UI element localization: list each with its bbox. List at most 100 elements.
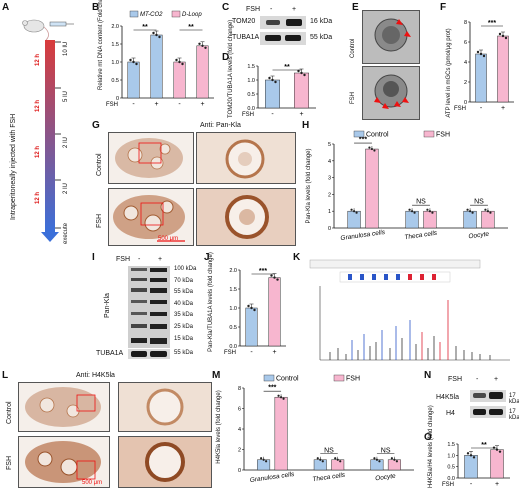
data-point (339, 460, 342, 463)
panel-letter-b: B (92, 2, 100, 13)
category-label: Theca cells (404, 230, 438, 242)
y-tick-label: 1.5 (111, 42, 119, 48)
dose-label: 10 IU (63, 41, 69, 56)
syringe-icon (49, 21, 74, 27)
l-row-label: Control (6, 401, 13, 424)
bar (265, 79, 280, 109)
y-tick-label: 0 (116, 96, 119, 102)
c-kda: 55 kDa (310, 34, 333, 41)
sig-label: *** (488, 20, 496, 27)
bar (173, 61, 186, 99)
x-prefix-label: FSH (242, 112, 254, 118)
ihc-overview-control (108, 132, 194, 184)
bar (387, 459, 401, 471)
panel-letter-g: G (92, 120, 100, 131)
sig-label: ** (188, 24, 194, 31)
i-loading-label: TUBA1A (96, 350, 124, 357)
x-tick-label: - (250, 349, 253, 356)
y-tick-label: 0.0 (447, 476, 455, 482)
data-point (201, 44, 204, 47)
x-tick-label: + (299, 111, 303, 118)
y-tick-label: 0 (464, 100, 467, 106)
ihc-h4-zoom-fsh (118, 436, 212, 488)
sig-label: NS (416, 199, 426, 206)
data-point (504, 36, 508, 40)
sig-label: NS (324, 447, 334, 454)
mouse-icon (22, 19, 49, 41)
data-point (368, 146, 371, 149)
legend-swatch-fsh (423, 130, 435, 138)
x-tick-label: - (132, 101, 135, 108)
data-point (466, 208, 469, 211)
data-point (426, 208, 429, 211)
legend-label-control: Control (366, 132, 389, 139)
l-row-label: FSH (6, 456, 13, 470)
timeline-bar (45, 40, 55, 232)
y-tick-label: 1 (328, 209, 331, 215)
y-tick-label: 4 (238, 427, 241, 433)
y-tick-label: 2.0 (111, 24, 119, 30)
n-row-label: H4 (446, 410, 455, 417)
y-tick-label: 0.0 (247, 106, 255, 112)
interval-label: 12 h (35, 99, 41, 112)
interval-label: 12 h (35, 145, 41, 158)
interval-label: 12 h (35, 191, 41, 204)
bar (294, 72, 309, 109)
bar (245, 307, 258, 347)
ihc-overview-fsh (108, 188, 194, 246)
y-tick-label: 5 (328, 142, 331, 148)
bar (423, 210, 437, 229)
x-prefix-label: FSH (454, 106, 466, 112)
x-prefix-label: FSH (224, 350, 236, 356)
j-ylabel: Pan-Kla/TUBA1A levels (fold change) (208, 252, 214, 352)
i-lane-plus: + (158, 256, 163, 263)
bar (257, 459, 271, 471)
chart-m: 0 2 4 6 8 *** Granulosa cells NS Theca cells NS Oo… (238, 374, 414, 484)
panel-letter-e: E (352, 2, 359, 13)
panel-letter-k: K (293, 252, 301, 263)
panel-letter-o: O (424, 432, 432, 443)
panel-letter-l: L (2, 370, 9, 381)
x-tick-label: + (495, 481, 499, 488)
y-tick-label: 6 (464, 40, 467, 46)
h-ylabel: Pan-Kla levels (fold change) (306, 148, 312, 224)
y-tick-label: 4 (464, 60, 467, 66)
sig-label: *** (259, 268, 267, 275)
y-tick-label: 0 (238, 468, 241, 474)
data-point (352, 210, 356, 213)
x-prefix-label: FSH (442, 482, 454, 488)
data-point (175, 58, 178, 62)
data-point (178, 60, 181, 64)
category-label: Granulosa cells (249, 471, 295, 484)
data-point (350, 208, 353, 211)
data-point (300, 71, 303, 75)
y-tick-label: 0.5 (247, 92, 255, 98)
data-point (279, 396, 283, 399)
execute-label: execute (63, 222, 69, 244)
panel-letter-n: N (424, 370, 432, 381)
legend-label-mtco2: MT-CO2 (140, 12, 163, 18)
sig-label: ** (142, 24, 148, 31)
data-point (247, 304, 250, 308)
data-point (492, 446, 496, 449)
g-title: Anti: Pan-Kla (200, 122, 241, 129)
i-markers: 100 kDa 70 kDa 55 kDa 40 kDa 35 kDa 25 k… (174, 266, 197, 342)
bar (405, 210, 419, 229)
h4k5la-blot (470, 390, 506, 402)
ihc-zoom-control (196, 132, 296, 184)
data-point (370, 147, 374, 151)
x-tick-label: + (501, 105, 505, 112)
data-point (270, 274, 273, 277)
y-tick-label: 1.5 (229, 287, 237, 293)
legend-swatch-fsh (333, 374, 345, 382)
y-tick-label: 6 (238, 407, 241, 413)
x-tick-label: - (480, 105, 483, 112)
data-point (482, 54, 486, 58)
data-point (373, 457, 376, 460)
interval-label: 12 h (35, 53, 41, 66)
y-tick-label: 0 (328, 226, 331, 232)
bar (196, 45, 209, 99)
legend-swatch-dloop (171, 10, 181, 18)
y-tick-label: 0.5 (111, 78, 119, 84)
category-label: Oocyte (375, 473, 397, 483)
